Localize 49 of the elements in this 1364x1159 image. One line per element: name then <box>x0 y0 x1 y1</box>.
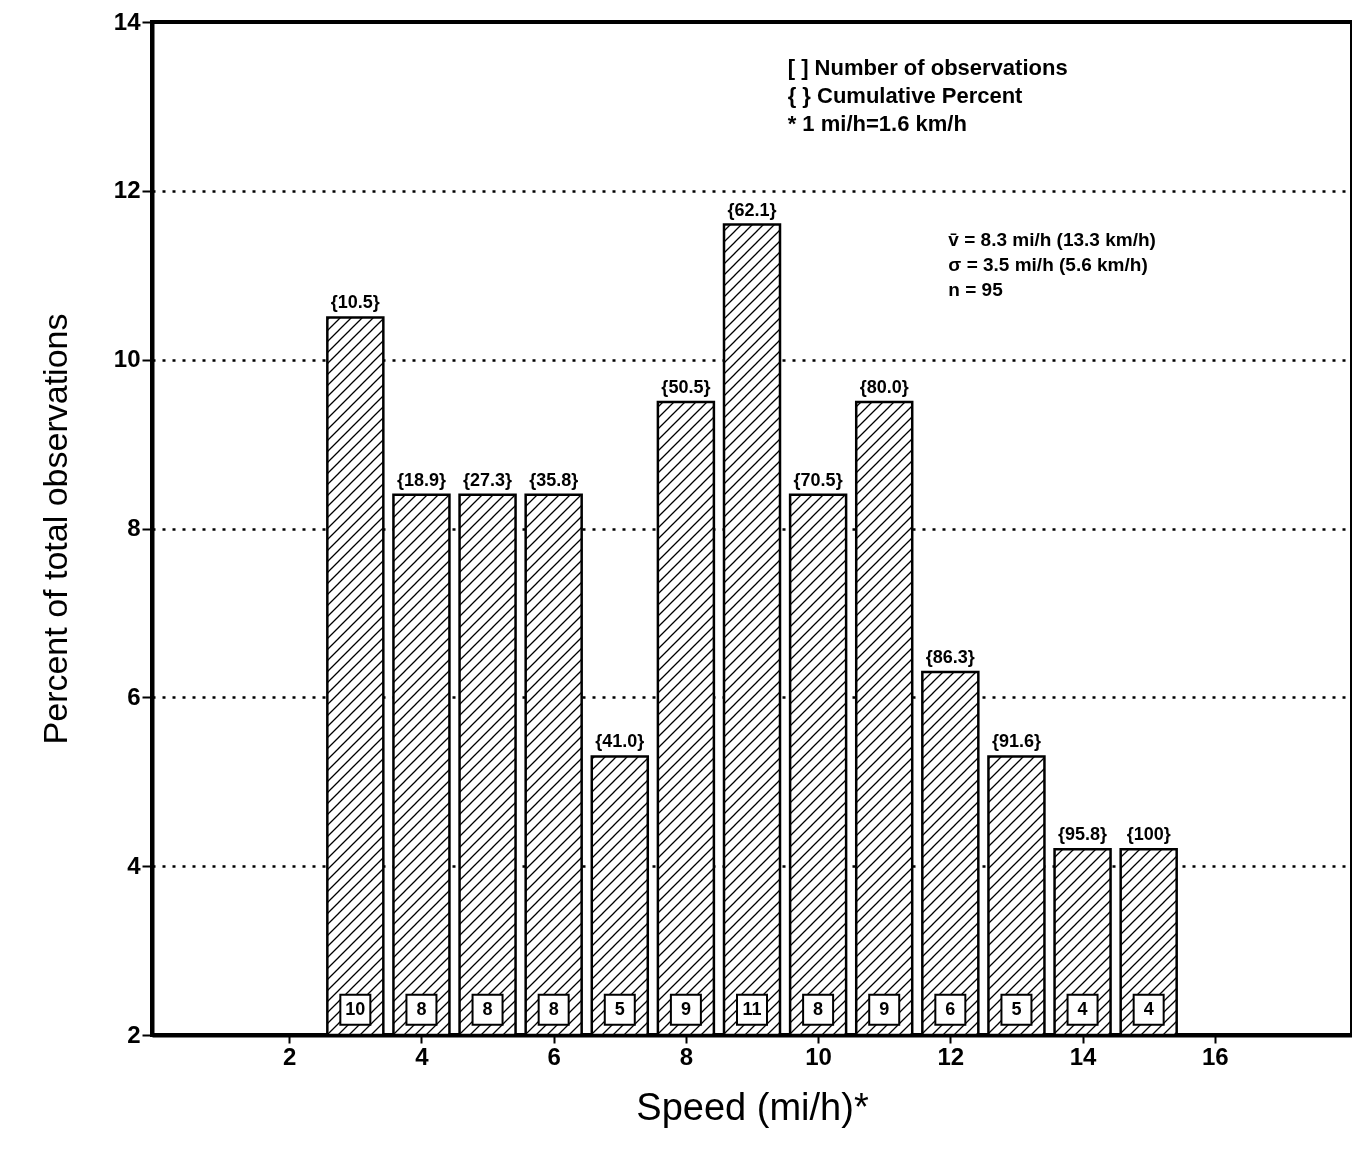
annotation: 10 <box>345 998 366 1019</box>
x-tick-label: 14 <box>1069 1042 1098 1070</box>
annotation: {70.5} <box>793 469 843 490</box>
annotation: [ ] Number of observations <box>787 54 1068 80</box>
y-tick-label: 12 <box>113 176 141 204</box>
annotation: { } Cumulative Percent <box>787 82 1024 108</box>
annotation: {27.3} <box>463 469 513 490</box>
annotation: {100} <box>1126 824 1171 845</box>
x-axis-title: Speed (mi/h)* <box>636 1085 869 1128</box>
annotation: {18.9} <box>396 469 446 490</box>
annotation: {62.1} <box>727 199 777 220</box>
annotation: 9 <box>879 998 890 1019</box>
annotation: 9 <box>680 998 691 1019</box>
x-tick-label: 6 <box>547 1042 561 1070</box>
annotation: {86.3} <box>925 647 975 668</box>
y-tick-label: 6 <box>127 682 141 710</box>
y-tick-label: 14 <box>113 7 142 35</box>
annotation: v̄ = 8.3 mi/h (13.3 km/h) <box>948 228 1156 250</box>
x-tick-label: 4 <box>415 1042 430 1070</box>
annotation: σ = 3.5 mi/h (5.6 km/h) <box>948 254 1148 276</box>
annotation: 4 <box>1077 998 1088 1019</box>
y-tick-label: 2 <box>127 1020 141 1048</box>
annotation: {80.0} <box>859 376 909 397</box>
annotation: 4 <box>1143 998 1154 1019</box>
annotation: 11 <box>742 998 762 1019</box>
x-tick-label: 2 <box>283 1042 297 1070</box>
y-tick-label: 8 <box>127 514 141 541</box>
annotation: {95.8} <box>1058 824 1108 845</box>
y-tick-label: 4 <box>127 851 142 879</box>
annotation: 8 <box>813 998 824 1019</box>
annotation: 8 <box>416 998 427 1019</box>
annotation: 6 <box>945 998 956 1019</box>
annotation: n = 95 <box>948 279 1004 301</box>
annotation: 5 <box>1011 998 1022 1019</box>
x-tick-label: 10 <box>805 1042 832 1070</box>
annotation: 5 <box>614 998 625 1019</box>
annotation: 8 <box>548 998 559 1019</box>
annotation: {50.5} <box>661 376 711 397</box>
x-tick-label: 12 <box>937 1042 965 1070</box>
x-tick-label: 8 <box>679 1042 694 1070</box>
y-tick-label: 10 <box>113 345 141 373</box>
x-tick-label: 16 <box>1201 1042 1229 1070</box>
annotation: {91.6} <box>991 731 1041 752</box>
annotation: {41.0} <box>595 731 645 752</box>
annotation: {35.8} <box>529 469 579 490</box>
annotation: 8 <box>482 998 493 1019</box>
y-axis-title: Percent of total observations <box>35 313 74 745</box>
annotation: {10.5} <box>330 292 380 313</box>
annotation: * 1 mi/h=1.6 km/h <box>787 111 967 137</box>
